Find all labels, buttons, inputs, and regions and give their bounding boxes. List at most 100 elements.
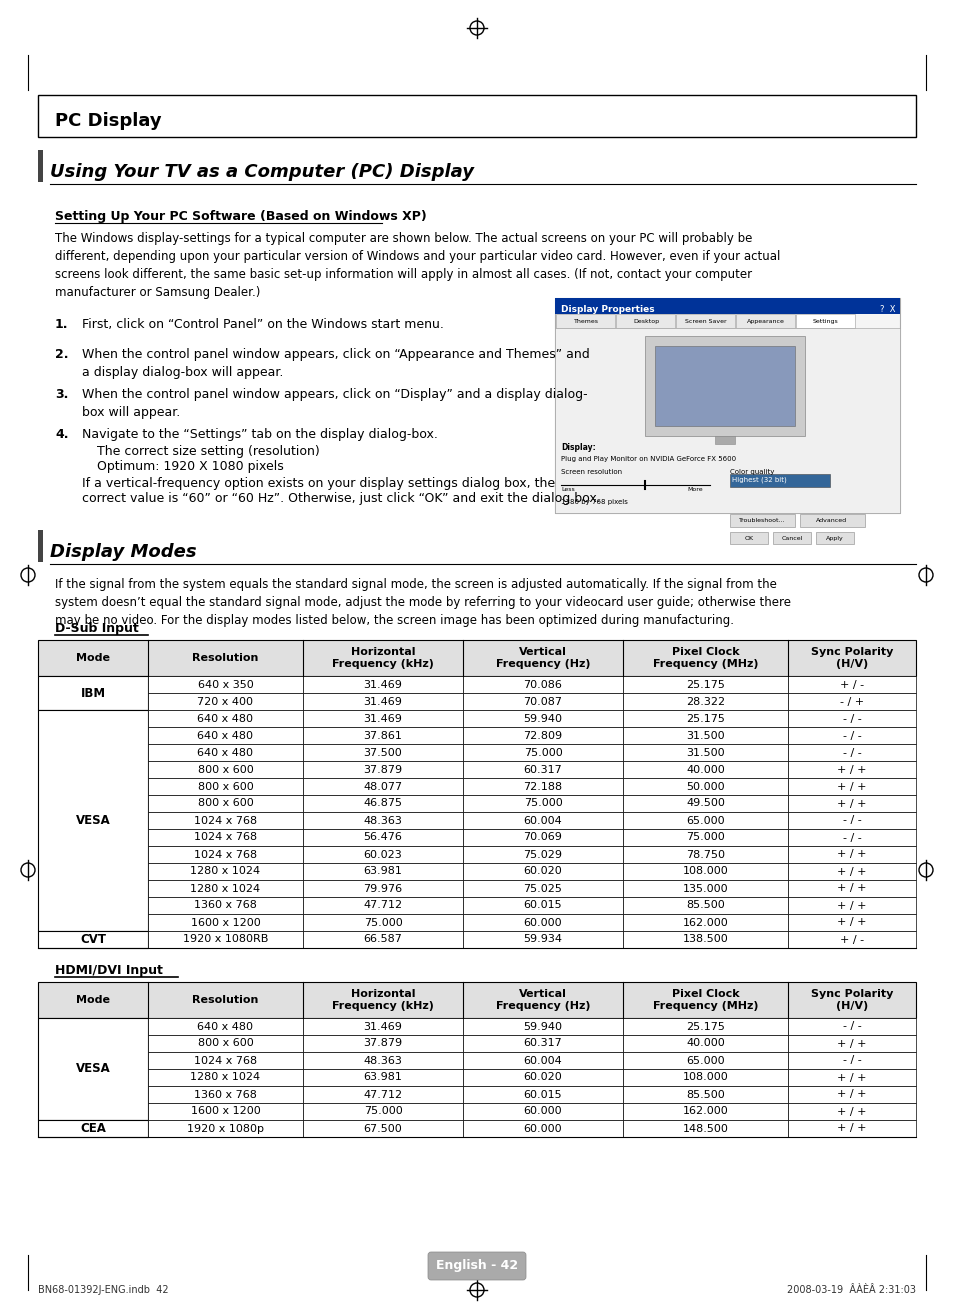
Text: Optimum: 1920 X 1080 pixels: Optimum: 1920 X 1080 pixels [97, 460, 283, 473]
Bar [622, 828, 787, 846]
Text: 75.000: 75.000 [685, 832, 724, 843]
Text: - / +: - / + [839, 697, 863, 706]
Bar [462, 1052, 622, 1069]
Text: - / -: - / - [841, 747, 861, 757]
Text: Themes: Themes [573, 318, 598, 323]
Text: + / +: + / + [837, 1090, 866, 1099]
Text: 1360 x 768: 1360 x 768 [193, 901, 256, 910]
Bar [462, 761, 622, 778]
Bar [38, 982, 915, 1018]
Text: 28.322: 28.322 [685, 697, 724, 706]
Text: Using Your TV as a Computer (PC) Display: Using Your TV as a Computer (PC) Display [50, 163, 474, 181]
Text: 1024 x 768: 1024 x 768 [193, 849, 256, 860]
Text: 37.879: 37.879 [363, 1039, 402, 1048]
Text: - / -: - / - [841, 815, 861, 826]
Text: 59.940: 59.940 [523, 714, 562, 723]
Text: Settings: Settings [812, 318, 838, 323]
Bar [644, 337, 804, 437]
Bar [787, 863, 915, 880]
Text: CEA: CEA [80, 1122, 106, 1135]
Text: 31.469: 31.469 [363, 697, 402, 706]
FancyBboxPatch shape [428, 1252, 525, 1279]
Text: 37.861: 37.861 [363, 731, 402, 740]
Bar [729, 473, 829, 487]
Text: + / -: + / - [839, 935, 863, 944]
Text: 1280 x 1024: 1280 x 1024 [191, 867, 260, 877]
Bar [462, 846, 622, 863]
Bar [148, 1086, 303, 1103]
Text: + / +: + / + [837, 1073, 866, 1082]
Bar [787, 1120, 915, 1137]
Text: 1600 x 1200: 1600 x 1200 [191, 918, 260, 927]
Bar [787, 914, 915, 931]
Text: 25.175: 25.175 [685, 714, 724, 723]
Bar [795, 314, 854, 327]
Text: 49.500: 49.500 [685, 798, 724, 809]
Bar [303, 1018, 462, 1035]
Text: Vertical
Frequency (Hz): Vertical Frequency (Hz) [496, 989, 590, 1011]
Bar [462, 880, 622, 897]
Bar [622, 744, 787, 761]
Text: 640 x 480: 640 x 480 [197, 747, 253, 757]
Bar [787, 761, 915, 778]
Text: - / -: - / - [841, 731, 861, 740]
Text: 63.981: 63.981 [363, 867, 402, 877]
Text: The Windows display-settings for a typical computer are shown below. The actual : The Windows display-settings for a typic… [55, 231, 780, 299]
Text: correct value is “60” or “60 Hz”. Otherwise, just click “OK” and exit the dialog: correct value is “60” or “60 Hz”. Otherw… [82, 492, 600, 505]
Bar [303, 693, 462, 710]
Text: 48.363: 48.363 [363, 1056, 402, 1065]
Text: Sync Polarity
(H/V): Sync Polarity (H/V) [810, 989, 892, 1011]
Bar [462, 828, 622, 846]
Text: 60.317: 60.317 [523, 1039, 561, 1048]
Text: 31.469: 31.469 [363, 714, 402, 723]
Bar [38, 710, 148, 931]
Bar [462, 1086, 622, 1103]
Bar [148, 846, 303, 863]
Text: VESA: VESA [75, 814, 111, 827]
Text: 640 x 480: 640 x 480 [197, 731, 253, 740]
Text: 31.500: 31.500 [685, 731, 724, 740]
Text: Appearance: Appearance [746, 318, 784, 323]
Text: Apply: Apply [825, 535, 843, 540]
Bar [303, 1103, 462, 1120]
Text: 60.015: 60.015 [523, 901, 561, 910]
Text: OK: OK [743, 535, 753, 540]
Bar [303, 744, 462, 761]
Bar [148, 744, 303, 761]
Bar [787, 931, 915, 948]
Text: The correct size setting (resolution): The correct size setting (resolution) [97, 444, 319, 458]
Bar [148, 863, 303, 880]
Bar [148, 1103, 303, 1120]
Text: Horizontal
Frequency (kHz): Horizontal Frequency (kHz) [332, 989, 434, 1011]
Text: 70.086: 70.086 [523, 680, 562, 689]
Bar [148, 828, 303, 846]
Bar [462, 744, 622, 761]
Text: 1280 x 1024: 1280 x 1024 [191, 884, 260, 893]
Text: 800 x 600: 800 x 600 [197, 798, 253, 809]
Text: Display Properties: Display Properties [560, 305, 654, 313]
Text: 85.500: 85.500 [685, 1090, 724, 1099]
Text: + / -: + / - [839, 680, 863, 689]
Text: 2008-03-19  ÂÀÈÂ 2:31:03: 2008-03-19 ÂÀÈÂ 2:31:03 [786, 1285, 915, 1295]
Bar [303, 778, 462, 796]
Text: 1024 x 768: 1024 x 768 [193, 815, 256, 826]
Text: 75.000: 75.000 [523, 798, 561, 809]
Text: 56.476: 56.476 [363, 832, 402, 843]
Text: 3.: 3. [55, 388, 69, 401]
Bar [38, 95, 915, 137]
Text: 60.000: 60.000 [523, 1106, 561, 1116]
Bar [148, 710, 303, 727]
Text: 25.175: 25.175 [685, 1022, 724, 1031]
Bar [462, 914, 622, 931]
Text: 1920 x 1080RB: 1920 x 1080RB [183, 935, 268, 944]
Bar [148, 761, 303, 778]
Text: Plug and Play Monitor on NVIDIA GeForce FX 5600: Plug and Play Monitor on NVIDIA GeForce … [560, 456, 736, 462]
Bar [622, 676, 787, 693]
Bar [303, 931, 462, 948]
Text: HDMI/DVI Input: HDMI/DVI Input [55, 964, 163, 977]
Bar [622, 1052, 787, 1069]
Bar [303, 846, 462, 863]
Text: 148.500: 148.500 [681, 1123, 728, 1134]
Bar [787, 811, 915, 828]
Bar [148, 1018, 303, 1035]
